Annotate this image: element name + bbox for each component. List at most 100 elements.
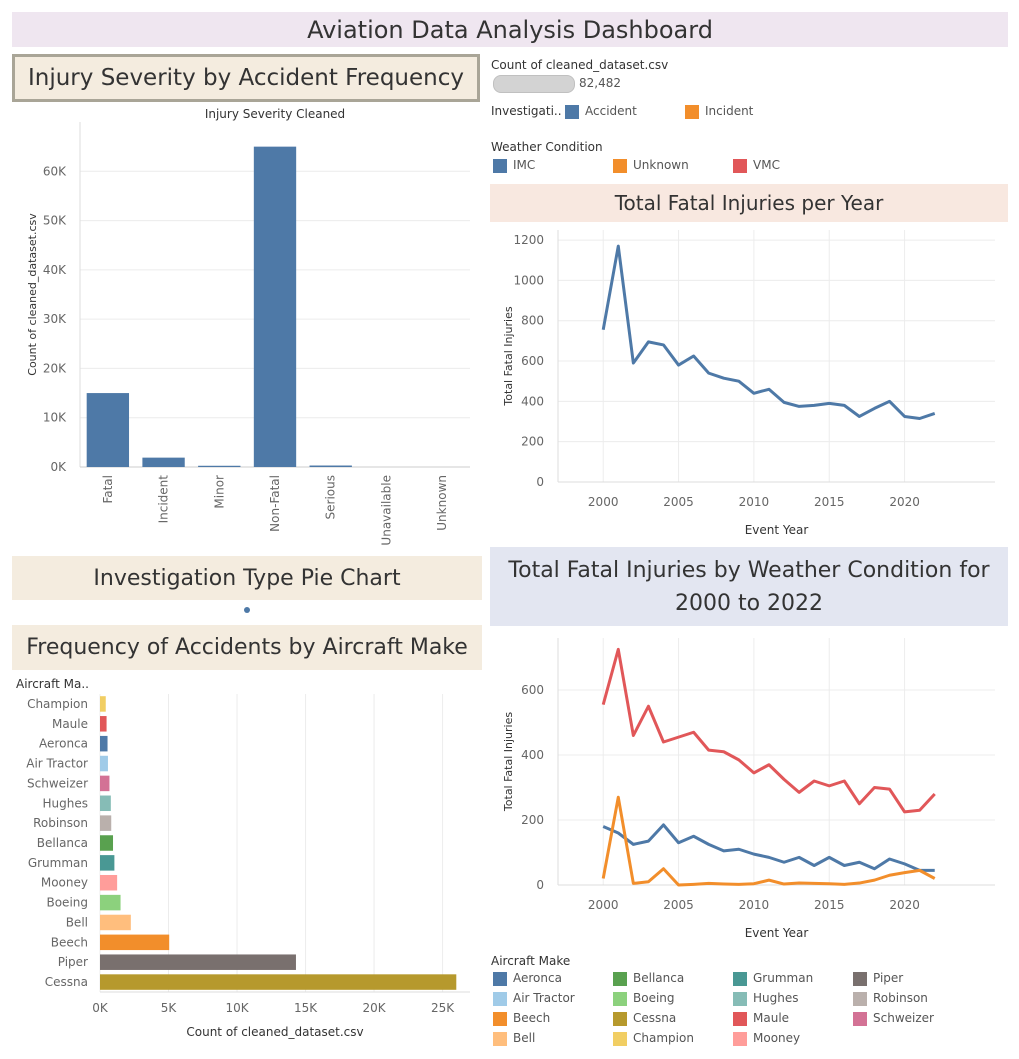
bar-robinson bbox=[100, 815, 112, 831]
x-tick-label: 2020 bbox=[889, 495, 920, 509]
bar-cessna bbox=[100, 974, 457, 990]
legend-swatch bbox=[493, 971, 507, 986]
incident-swatch bbox=[685, 104, 699, 119]
y-tick-label: 0 bbox=[536, 475, 544, 489]
unknown-swatch bbox=[613, 158, 627, 173]
legend-item-unknown[interactable]: Unknown bbox=[613, 158, 689, 173]
bar-bellanca bbox=[100, 835, 114, 851]
legend-label: Mooney bbox=[753, 1031, 801, 1045]
x-tick-label: Incident bbox=[157, 475, 171, 524]
legend-item-schweizer[interactable]: Schweizer bbox=[853, 1011, 934, 1026]
series-line-vmc bbox=[601, 647, 936, 814]
legend-item-vmc[interactable]: VMC bbox=[733, 158, 780, 173]
legend-swatch bbox=[733, 991, 747, 1006]
x-tick-label: 2010 bbox=[739, 898, 770, 912]
x-tick-label: 2000 bbox=[588, 495, 619, 509]
y-tick-label: 200 bbox=[521, 813, 544, 827]
legend-item-robinson[interactable]: Robinson bbox=[853, 991, 928, 1006]
severity-chart: Injury Severity Cleaned 0K 10K 20K 30K 40K 50K… bbox=[26, 107, 470, 546]
legend-label: Bellanca bbox=[633, 971, 685, 985]
y-tick-label: 1000 bbox=[513, 273, 544, 287]
y-axis-label: Aircraft Ma.. bbox=[16, 677, 89, 691]
legend-item-piper[interactable]: Piper bbox=[853, 971, 903, 986]
y-tick-label: 400 bbox=[521, 748, 544, 762]
bar-mooney bbox=[100, 874, 118, 891]
year-panel-title: Total Fatal Injuries per Year bbox=[614, 191, 884, 215]
y-tick-label: Grumman bbox=[28, 856, 88, 870]
bar-aeronca bbox=[100, 735, 108, 752]
vmc-swatch bbox=[733, 158, 747, 173]
bar-serious bbox=[309, 465, 352, 467]
legend-item-beech[interactable]: Beech bbox=[493, 1011, 550, 1026]
legend-label: IMC bbox=[513, 158, 536, 172]
legend-item-air-tractor[interactable]: Air Tractor bbox=[493, 991, 575, 1006]
legend-label: Piper bbox=[873, 971, 904, 985]
weather-panel-title-line1: Total Fatal Injuries by Weather Conditio… bbox=[508, 557, 990, 583]
legend-item-accident[interactable]: Accident bbox=[565, 104, 637, 119]
y-tick-label: 400 bbox=[521, 394, 544, 408]
dashboard-title-bar: Aviation Data Analysis Dashboard bbox=[12, 12, 1008, 47]
accident-swatch bbox=[565, 104, 579, 119]
legend-swatch bbox=[733, 971, 747, 986]
x-tick-label: Minor bbox=[212, 475, 226, 509]
y-tick-label: Cessna bbox=[45, 975, 88, 989]
legend-item-aeronca[interactable]: Aeronca bbox=[493, 971, 562, 986]
legend-swatch bbox=[613, 971, 627, 986]
y-tick-label: 20K bbox=[43, 361, 67, 375]
legend-label: Aeronca bbox=[513, 971, 562, 985]
y-tick-label: 600 bbox=[521, 354, 544, 368]
y-tick-label: Mooney bbox=[41, 876, 88, 890]
legend-item-bell[interactable]: Bell bbox=[493, 1031, 535, 1046]
count-card-bar bbox=[493, 75, 575, 93]
bar-maule bbox=[100, 716, 107, 732]
legend-swatch bbox=[493, 991, 507, 1006]
legend-item-champion[interactable]: Champion bbox=[613, 1031, 694, 1046]
make-legend-title: Aircraft Make bbox=[491, 954, 571, 968]
weather-legend-title: Weather Condition bbox=[491, 140, 603, 154]
legend-swatch bbox=[853, 971, 867, 986]
legend-item-hughes[interactable]: Hughes bbox=[733, 991, 799, 1006]
y-axis-label: Total Fatal Injuries bbox=[502, 712, 515, 812]
legend-item-imc[interactable]: IMC bbox=[493, 158, 535, 173]
count-card-value: 82,482 bbox=[579, 76, 621, 90]
make-legend: Aeronca Bellanca Grumman Piper Air Tractor Bo… bbox=[493, 971, 1008, 1051]
x-tick-label: Unknown bbox=[435, 475, 449, 531]
y-tick-label: Bellanca bbox=[37, 836, 88, 850]
weather-panel-title-line2: 2000 to 2022 bbox=[674, 590, 824, 616]
y-tick-label: 200 bbox=[521, 435, 544, 449]
x-tick-label: 2005 bbox=[663, 495, 694, 509]
legend-item-mooney[interactable]: Mooney bbox=[733, 1031, 800, 1046]
bar-hughes bbox=[100, 795, 111, 812]
pie-chart-dot[interactable] bbox=[244, 607, 250, 613]
dashboard-title: Aviation Data Analysis Dashboard bbox=[307, 15, 713, 44]
legend-label: Schweizer bbox=[873, 1011, 934, 1025]
series-line-unknown bbox=[601, 795, 936, 887]
legend-label: VMC bbox=[753, 158, 780, 172]
y-tick-label: 1200 bbox=[513, 233, 544, 247]
legend-swatch bbox=[733, 1031, 747, 1046]
bar-air-tractor bbox=[100, 755, 108, 772]
x-tick-label: 10K bbox=[225, 1001, 249, 1015]
y-tick-label: 40K bbox=[43, 263, 67, 277]
make-chart: Aircraft Ma.. 0K 5K 10K 15K 20K 25K Champion Mau… bbox=[16, 677, 470, 1039]
y-tick-label: Maule bbox=[52, 717, 88, 731]
legend-label: Champion bbox=[633, 1031, 694, 1045]
x-tick-label: 2000 bbox=[588, 898, 619, 912]
legend-item-bellanca[interactable]: Bellanca bbox=[613, 971, 684, 986]
series-line-imc bbox=[602, 823, 935, 872]
x-axis-label: Event Year bbox=[745, 523, 809, 537]
legend-item-boeing[interactable]: Boeing bbox=[613, 991, 675, 1006]
legend-item-cessna[interactable]: Cessna bbox=[613, 1011, 676, 1026]
y-tick-label: Aeronca bbox=[39, 737, 88, 751]
severity-panel-title: Injury Severity by Accident Frequency bbox=[27, 65, 464, 91]
legend-item-incident[interactable]: Incident bbox=[685, 104, 753, 119]
y-tick-label: 800 bbox=[521, 314, 544, 328]
year-title-bar: Total Fatal Injuries per Year bbox=[490, 184, 1008, 222]
x-axis-label: Event Year bbox=[745, 926, 809, 940]
bar-bell bbox=[100, 914, 131, 931]
legend-item-maule[interactable]: Maule bbox=[733, 1011, 789, 1026]
x-tick-label: Serious bbox=[324, 475, 338, 519]
legend-label: Maule bbox=[753, 1011, 790, 1025]
legend-item-grumman[interactable]: Grumman bbox=[733, 971, 813, 986]
x-tick-label: 25K bbox=[431, 1001, 455, 1015]
